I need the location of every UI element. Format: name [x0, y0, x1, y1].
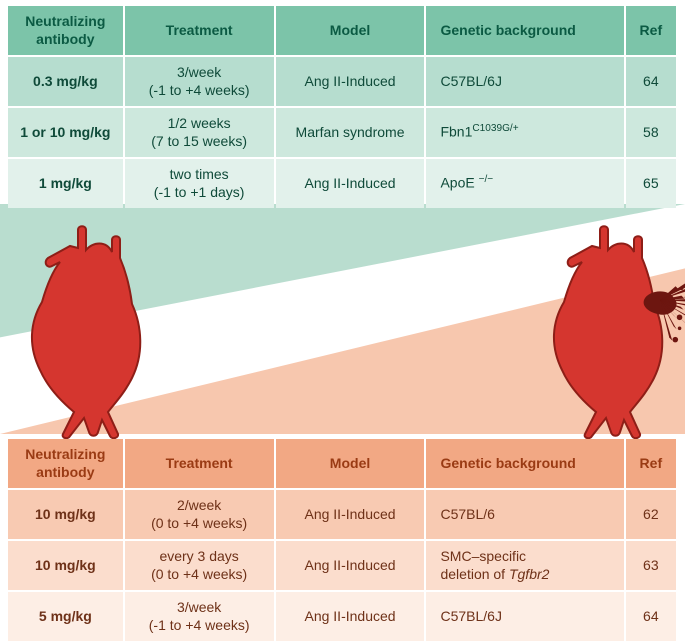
- col-treatment: Treatment: [125, 439, 274, 488]
- table-row: 1 mg/kgtwo times(-1 to +1 days)Ang II-In…: [8, 159, 676, 208]
- table-row: 0.3 mg/kg3/week(-1 to +4 weeks)Ang II-In…: [8, 57, 676, 106]
- table-row: 1 or 10 mg/kg1/2 weeks(7 to 15 weeks)Mar…: [8, 108, 676, 157]
- cell: C57BL/6: [426, 490, 623, 539]
- col-ref: Ref: [626, 6, 676, 55]
- cell: 2/week(0 to +4 weeks): [125, 490, 274, 539]
- cell: 1 or 10 mg/kg: [8, 108, 123, 157]
- cell: Ang II-Induced: [276, 57, 425, 106]
- cell: 5 mg/kg: [8, 592, 123, 641]
- cell: Marfan syndrome: [276, 108, 425, 157]
- table-row: 10 mg/kgevery 3 days(0 to +4 weeks)Ang I…: [8, 541, 676, 590]
- top-table: Neutralizing antibodyTreatmentModelGenet…: [6, 4, 678, 210]
- cell: two times(-1 to +1 days): [125, 159, 274, 208]
- col-ref: Ref: [626, 439, 676, 488]
- aorta-ruptured-body: [554, 226, 662, 438]
- cell: 0.3 mg/kg: [8, 57, 123, 106]
- cell: 65: [626, 159, 676, 208]
- aorta-intact: [18, 222, 148, 440]
- cell: SMC–specificdeletion of Tgfbr2: [426, 541, 623, 590]
- cell: Ang II-Induced: [276, 490, 425, 539]
- col-model: Model: [276, 6, 425, 55]
- col-background: Genetic background: [426, 6, 623, 55]
- cell: every 3 days(0 to +4 weeks): [125, 541, 274, 590]
- cell: Fbn1C1039G/+: [426, 108, 623, 157]
- cell: 1 mg/kg: [8, 159, 123, 208]
- col-background: Genetic background: [426, 439, 623, 488]
- col-antibody: Neutralizing antibody: [8, 439, 123, 488]
- cell: 1/2 weeks(7 to 15 weeks): [125, 108, 274, 157]
- col-treatment: Treatment: [125, 6, 274, 55]
- cell: 62: [626, 490, 676, 539]
- cell: 10 mg/kg: [8, 541, 123, 590]
- cell: 63: [626, 541, 676, 590]
- cell: Ang II-Induced: [276, 592, 425, 641]
- cell: ApoE −/−: [426, 159, 623, 208]
- cell: 3/week(-1 to +4 weeks): [125, 57, 274, 106]
- table-row: 10 mg/kg2/week(0 to +4 weeks)Ang II-Indu…: [8, 490, 676, 539]
- col-antibody: Neutralizing antibody: [8, 6, 123, 55]
- bottom-table: Neutralizing antibodyTreatmentModelGenet…: [6, 437, 678, 643]
- col-model: Model: [276, 439, 425, 488]
- cell: 3/week(-1 to +4 weeks): [125, 592, 274, 641]
- cell: 64: [626, 592, 676, 641]
- aorta-intact-body: [32, 226, 140, 438]
- cell: Ang II-Induced: [276, 541, 425, 590]
- cell: C57BL/6J: [426, 57, 623, 106]
- cell: 58: [626, 108, 676, 157]
- cell: 64: [626, 57, 676, 106]
- aorta-ruptured: [540, 222, 685, 440]
- cell: 10 mg/kg: [8, 490, 123, 539]
- cell: C57BL/6J: [426, 592, 623, 641]
- cell: Ang II-Induced: [276, 159, 425, 208]
- table-row: 5 mg/kg3/week(-1 to +4 weeks)Ang II-Indu…: [8, 592, 676, 641]
